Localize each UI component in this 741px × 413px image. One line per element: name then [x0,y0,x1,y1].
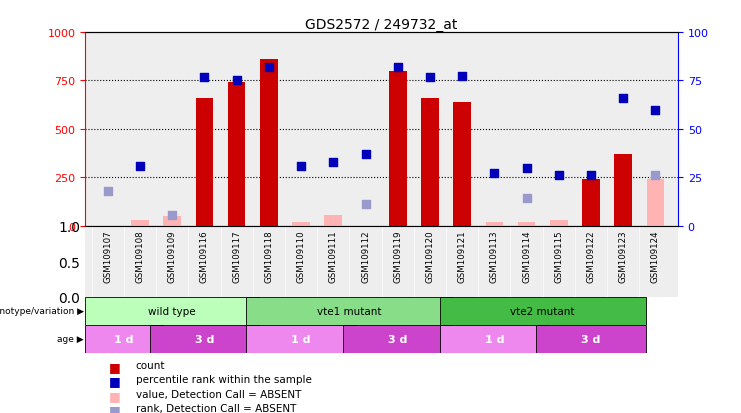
Text: GSM109121: GSM109121 [458,230,467,282]
Point [295,163,307,169]
Text: GSM109110: GSM109110 [296,230,305,282]
Bar [227,83,245,226]
Text: GSM109108: GSM109108 [136,230,144,282]
Bar [439,297,646,325]
Bar [453,102,471,226]
Text: age ▶: age ▶ [57,335,84,344]
Point [650,107,662,114]
Text: ■: ■ [109,403,121,413]
Point [102,188,113,195]
Point [134,163,146,169]
Text: GSM109109: GSM109109 [167,230,176,282]
Text: 1 d: 1 d [291,334,310,344]
Text: GSM109122: GSM109122 [587,230,596,282]
Text: ■: ■ [109,389,121,402]
Text: ■: ■ [109,360,121,373]
Point [553,173,565,179]
Text: GSM109111: GSM109111 [329,230,338,282]
Bar [85,297,259,325]
Text: 1 d: 1 d [114,334,133,344]
Text: vte2 mutant: vte2 mutant [511,306,575,316]
Text: GSM109113: GSM109113 [490,230,499,282]
Bar [439,325,549,353]
Text: 3 d: 3 d [388,334,408,344]
Bar [196,99,213,226]
Text: vte1 mutant: vte1 mutant [317,306,382,316]
Point [585,173,597,179]
Bar [518,222,536,226]
Bar [647,180,665,226]
Text: genotype/variation ▶: genotype/variation ▶ [0,306,84,316]
Point [521,196,533,202]
Bar [536,325,646,353]
Point [166,212,178,219]
Bar [246,297,453,325]
Text: percentile rank within the sample: percentile rank within the sample [136,374,311,384]
Bar [614,154,632,226]
Point [521,165,533,171]
Point [328,159,339,166]
Text: 1 d: 1 d [485,334,504,344]
Text: GSM109123: GSM109123 [619,230,628,282]
Bar [163,216,181,226]
Point [230,78,242,85]
Bar [260,60,278,226]
Point [392,64,404,71]
Bar [325,216,342,226]
Point [617,95,629,102]
Point [456,73,468,80]
Text: GSM109116: GSM109116 [200,230,209,282]
Text: GSM109114: GSM109114 [522,230,531,282]
Point [488,171,500,177]
Bar [343,325,453,353]
Bar [485,222,503,226]
Point [359,151,371,158]
Point [650,173,662,179]
Text: GSM109120: GSM109120 [425,230,434,282]
Text: value, Detection Call = ABSENT: value, Detection Call = ABSENT [136,389,301,399]
Point [263,64,275,71]
Text: 3 d: 3 d [582,334,601,344]
Text: 3 d: 3 d [195,334,214,344]
Bar [131,220,149,226]
Text: GSM109112: GSM109112 [361,230,370,282]
Text: GSM109118: GSM109118 [265,230,273,282]
Text: GSM109107: GSM109107 [103,230,113,282]
Bar [550,220,568,226]
Text: ■: ■ [109,374,121,387]
Bar [292,222,310,226]
Bar [389,71,407,226]
Bar [150,325,259,353]
Text: GSM109119: GSM109119 [393,230,402,282]
Text: GSM109117: GSM109117 [232,230,241,282]
Text: GSM109124: GSM109124 [651,230,660,282]
Point [359,202,371,208]
Bar [246,325,356,353]
Bar [421,99,439,226]
Bar [85,325,162,353]
Text: rank, Detection Call = ABSENT: rank, Detection Call = ABSENT [136,403,296,413]
Text: wild type: wild type [148,306,196,316]
Title: GDS2572 / 249732_at: GDS2572 / 249732_at [305,18,458,32]
Text: count: count [136,360,165,370]
Text: GSM109115: GSM109115 [554,230,563,282]
Point [199,74,210,81]
Point [424,74,436,81]
Bar [582,180,600,226]
